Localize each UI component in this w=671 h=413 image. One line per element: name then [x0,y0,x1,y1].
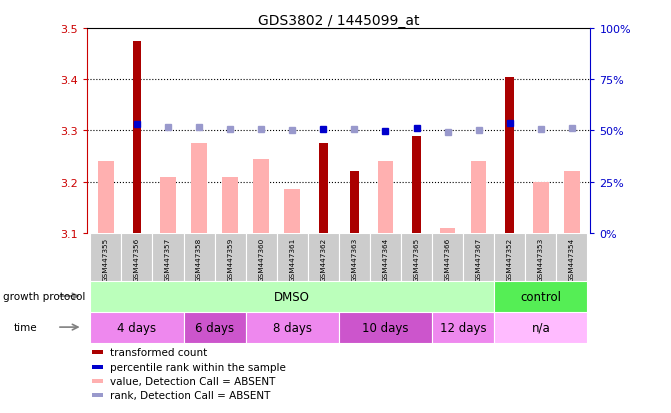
Text: GSM447356: GSM447356 [134,237,140,281]
Bar [494,312,587,343]
Bar [339,233,370,281]
Bar [222,177,238,233]
Bar [564,172,580,233]
Bar [339,312,432,343]
Text: GSM447355: GSM447355 [103,237,109,281]
Bar [494,281,587,312]
Bar [152,233,184,281]
Bar [505,78,514,233]
Bar [432,233,463,281]
Text: value, Detection Call = ABSENT: value, Detection Call = ABSENT [110,376,275,386]
Bar [184,312,246,343]
Bar [556,233,587,281]
Text: GSM447367: GSM447367 [476,237,482,281]
Bar [93,393,103,397]
Bar [93,350,103,354]
Bar [525,233,556,281]
Bar [285,190,300,233]
Bar [494,233,525,281]
Bar [191,144,207,233]
Bar [93,379,103,384]
Bar [133,42,142,233]
Text: 4 days: 4 days [117,321,156,334]
Bar [440,228,456,233]
Bar [432,312,494,343]
Text: rank, Detection Call = ABSENT: rank, Detection Call = ABSENT [110,390,270,400]
Bar [254,159,269,233]
Bar [308,233,339,281]
Bar [401,233,432,281]
Text: GSM447352: GSM447352 [507,237,513,281]
Bar [246,312,339,343]
Text: GSM447365: GSM447365 [413,237,419,281]
Bar [533,182,549,233]
Text: n/a: n/a [531,321,550,334]
Text: GSM447354: GSM447354 [569,237,575,281]
Text: GSM447357: GSM447357 [165,237,171,281]
Text: 10 days: 10 days [362,321,409,334]
Text: GSM447364: GSM447364 [382,237,389,281]
Bar [91,233,121,281]
Text: growth protocol: growth protocol [3,291,86,301]
Text: percentile rank within the sample: percentile rank within the sample [110,362,286,372]
Bar [98,162,113,233]
Bar [412,136,421,233]
Bar [276,233,308,281]
Bar [93,365,103,370]
Text: GSM447366: GSM447366 [445,237,451,281]
Text: GSM447359: GSM447359 [227,237,233,281]
Text: GSM447360: GSM447360 [258,237,264,281]
Text: GSM447353: GSM447353 [537,237,544,281]
Bar [319,144,327,233]
Text: GSM447362: GSM447362 [320,237,326,281]
Bar [215,233,246,281]
Bar [160,177,176,233]
Text: control: control [520,290,561,303]
Text: GSM447361: GSM447361 [289,237,295,281]
Text: DMSO: DMSO [274,290,310,303]
Text: 6 days: 6 days [195,321,234,334]
Bar [121,233,152,281]
Text: GSM447363: GSM447363 [352,237,358,281]
Bar [246,233,276,281]
Text: 8 days: 8 days [272,321,312,334]
Text: 12 days: 12 days [440,321,486,334]
Bar [91,312,184,343]
Bar [184,233,215,281]
Bar [91,281,494,312]
Text: transformed count: transformed count [110,347,207,357]
Bar [471,162,486,233]
Bar [370,233,401,281]
Bar [378,162,393,233]
Text: GSM447358: GSM447358 [196,237,202,281]
Bar [350,172,359,233]
Text: time: time [13,322,37,332]
Title: GDS3802 / 1445099_at: GDS3802 / 1445099_at [258,14,419,28]
Bar [463,233,494,281]
